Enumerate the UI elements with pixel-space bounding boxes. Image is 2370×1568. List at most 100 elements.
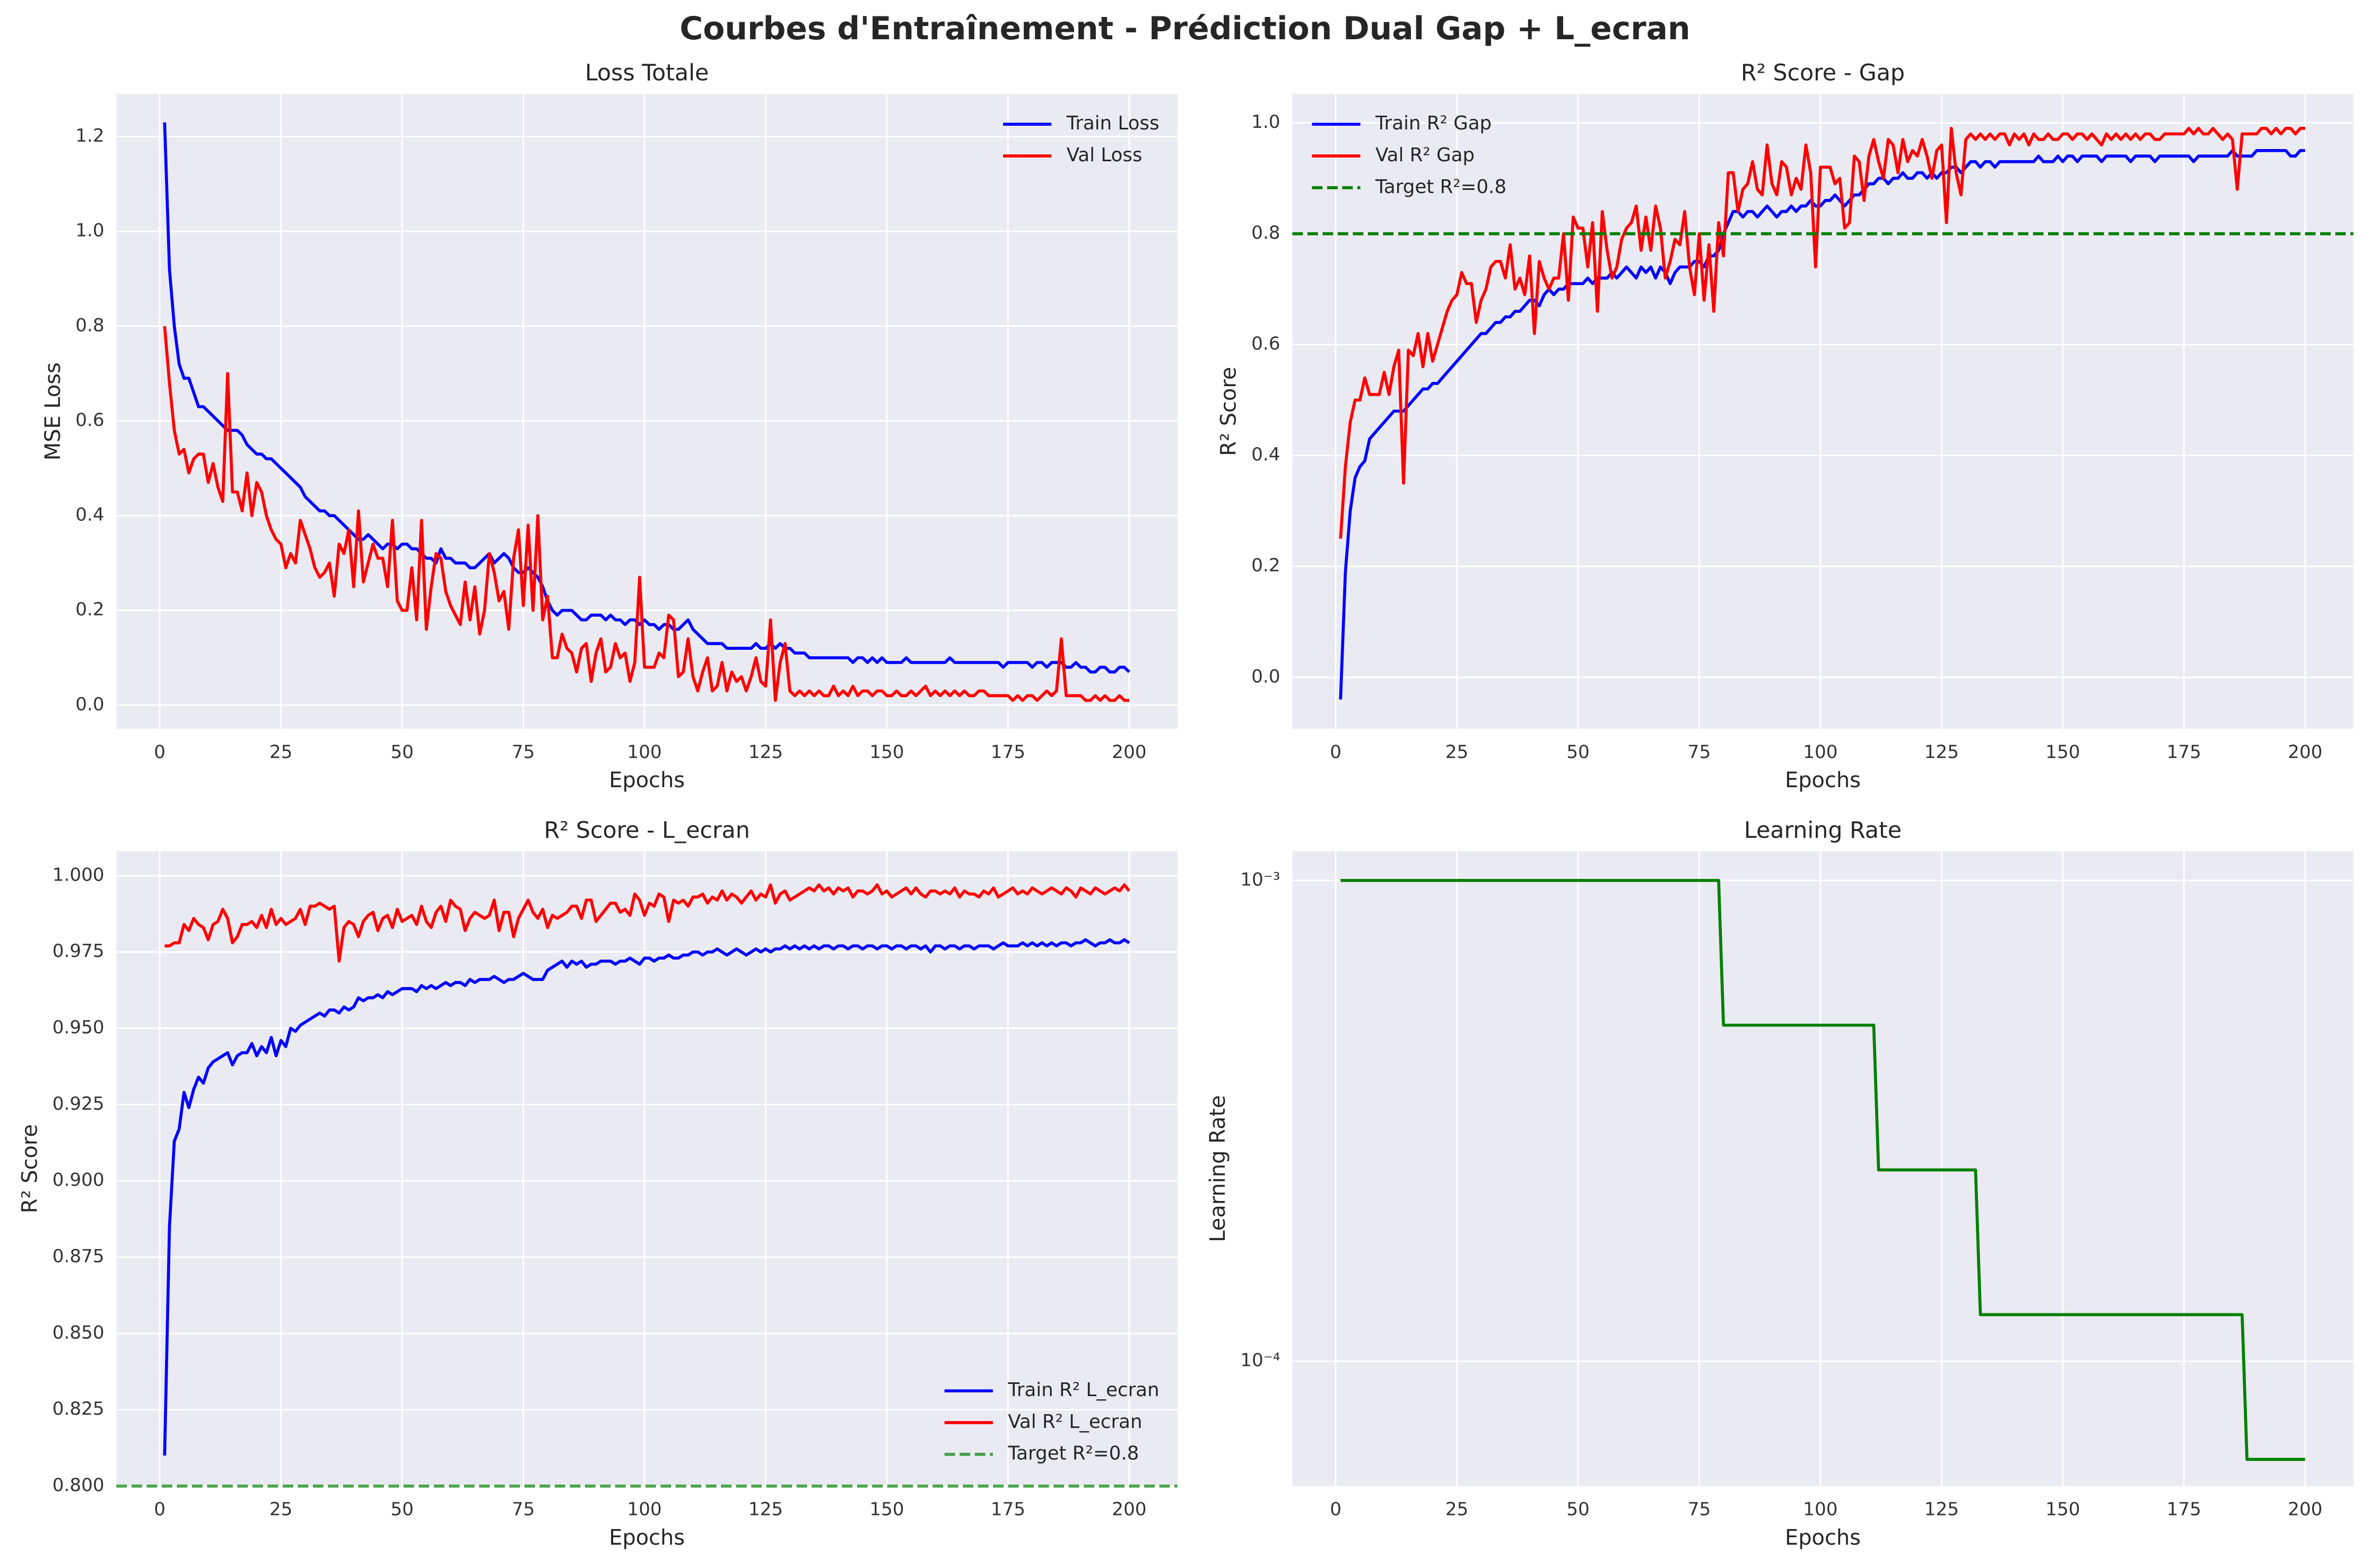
legend-label: Train R² Gap	[1375, 112, 1492, 134]
subplot-title: Loss Totale	[585, 60, 709, 86]
x-tick-label: 0	[154, 742, 165, 763]
y-axis-label: R² Score	[18, 1124, 42, 1213]
legend: Train R² Gap Val R² Gap Target R²=0.8	[1312, 112, 1506, 198]
y-tick-label: 0.825	[53, 1398, 104, 1419]
x-tick-label: 50	[390, 1499, 414, 1520]
y-tick-label: 1.0	[1251, 111, 1280, 133]
series-line	[163, 938, 1130, 1456]
legend-label: Val R² L_ecran	[1008, 1411, 1142, 1433]
x-tick-label: 0	[1330, 1499, 1341, 1520]
subplot: 0 25 50 75 100 125 150 175 200 0.0 0.2 0.4 0.6 0.8 1.0…	[1217, 60, 2354, 792]
y-tick-label: 10⁻³	[1240, 869, 1280, 890]
x-tick-label: 50	[1566, 742, 1590, 763]
x-tick-label: 200	[2288, 1499, 2322, 1520]
x-tick-label: 25	[269, 742, 293, 763]
x-tick-label: 175	[991, 742, 1025, 763]
series-line	[1339, 127, 2305, 539]
x-tick-label: 175	[2167, 742, 2201, 763]
y-tick-label: 0.8	[75, 315, 104, 336]
x-tick-label: 75	[1688, 1499, 1711, 1520]
subplot: 0 25 50 75 100 125 150 175 200 0.800 0.825 0.850 0.8…	[18, 817, 1178, 1550]
y-tick-label: 1.2	[75, 125, 104, 146]
series-line	[163, 122, 1130, 674]
x-tick-label: 50	[390, 742, 414, 763]
series-line	[1339, 149, 2305, 700]
legend-label: Target R²=0.8	[1007, 1443, 1139, 1465]
legend-label: Train Loss	[1066, 112, 1160, 134]
y-axis-label: Learning Rate	[1206, 1095, 1230, 1242]
y-axis-label: R² Score	[1217, 367, 1241, 456]
x-axis-label: Epochs	[1785, 768, 1861, 792]
x-tick-label: 125	[748, 1499, 783, 1520]
y-tick-label: 0.4	[1251, 444, 1280, 465]
y-tick-label: 0.4	[75, 504, 104, 526]
x-tick-label: 75	[1688, 742, 1711, 763]
x-tick-label: 100	[627, 742, 661, 763]
y-tick-label: 1.0	[75, 220, 104, 241]
figure-title: Courbes d'Entraînement - Prédiction Dual…	[679, 10, 1690, 47]
legend: Train Loss Val Loss	[1003, 112, 1160, 166]
subplot-title: R² Score - L_ecran	[544, 817, 750, 843]
x-axis-label: Epochs	[609, 1526, 685, 1550]
y-tick-label: 0.975	[53, 940, 104, 962]
legend: Train R² L_ecran Val R² L_ecran Target R²=…	[944, 1379, 1160, 1465]
legend-label: Val R² Gap	[1375, 144, 1475, 166]
x-tick-label: 25	[1445, 742, 1469, 763]
y-tick-label: 0.2	[1251, 555, 1280, 576]
y-tick-label: 0.0	[1251, 666, 1280, 687]
plot-area	[1292, 851, 2354, 1486]
y-axis-label: MSE Loss	[41, 362, 65, 460]
x-tick-label: 125	[1924, 1499, 1959, 1520]
series-line	[1340, 878, 2305, 1461]
x-tick-label: 50	[1566, 1499, 1590, 1520]
legend-label: Val Loss	[1067, 144, 1143, 166]
x-tick-label: 100	[627, 1499, 661, 1520]
y-tick-label: 0.0	[75, 694, 104, 715]
x-tick-label: 100	[1803, 742, 1837, 763]
series-line	[164, 883, 1131, 963]
y-tick-label: 0.6	[75, 410, 104, 431]
y-tick-label: 0.925	[53, 1093, 104, 1114]
subplot: 0 25 50 75 100 125 150 175 200 10⁻³ 10⁻⁴ Learning R…	[1206, 817, 2354, 1550]
subplot-title: Learning Rate	[1744, 817, 1902, 843]
x-tick-label: 100	[1803, 1499, 1837, 1520]
x-tick-label: 25	[269, 1499, 293, 1520]
y-tick-label: 0.2	[75, 599, 104, 620]
y-tick-label: 1.000	[53, 864, 104, 885]
x-tick-label: 75	[512, 742, 535, 763]
x-tick-label: 200	[1112, 742, 1146, 763]
y-tick-label: 0.6	[1251, 333, 1280, 354]
y-tick-label: 0.800	[53, 1475, 104, 1496]
x-tick-label: 200	[2288, 742, 2322, 763]
x-axis-label: Epochs	[1785, 1526, 1861, 1550]
x-axis-label: Epochs	[609, 768, 685, 792]
y-tick-label: 0.875	[53, 1246, 104, 1267]
y-tick-label: 10⁻⁴	[1240, 1350, 1280, 1371]
x-tick-label: 0	[154, 1499, 165, 1520]
x-tick-label: 125	[748, 742, 783, 763]
plot-area	[116, 94, 1178, 729]
subplot-title: R² Score - Gap	[1741, 60, 1905, 86]
x-tick-label: 150	[2045, 742, 2080, 763]
y-tick-label: 0.900	[53, 1170, 104, 1191]
y-tick-label: 0.850	[53, 1322, 104, 1343]
x-tick-label: 150	[2045, 1499, 2080, 1520]
x-tick-label: 175	[2167, 1499, 2201, 1520]
plot-area	[1292, 94, 2354, 729]
y-tick-label: 0.8	[1251, 222, 1280, 243]
y-tick-label: 0.950	[53, 1017, 104, 1038]
series-line	[163, 326, 1129, 702]
legend-label: Target R²=0.8	[1375, 176, 1506, 198]
x-tick-label: 175	[991, 1499, 1025, 1520]
x-tick-label: 0	[1330, 742, 1341, 763]
x-tick-label: 150	[869, 1499, 904, 1520]
x-tick-label: 75	[512, 1499, 535, 1520]
legend-label: Train R² L_ecran	[1007, 1379, 1159, 1401]
x-tick-label: 150	[869, 742, 904, 763]
x-tick-label: 200	[1112, 1499, 1146, 1520]
x-tick-label: 125	[1924, 742, 1959, 763]
subplot: 0 25 50 75 100 125 150 175 200 0.0 0.2 0.4 0.6 0.8 1.0…	[41, 60, 1178, 792]
x-tick-label: 25	[1445, 1499, 1469, 1520]
